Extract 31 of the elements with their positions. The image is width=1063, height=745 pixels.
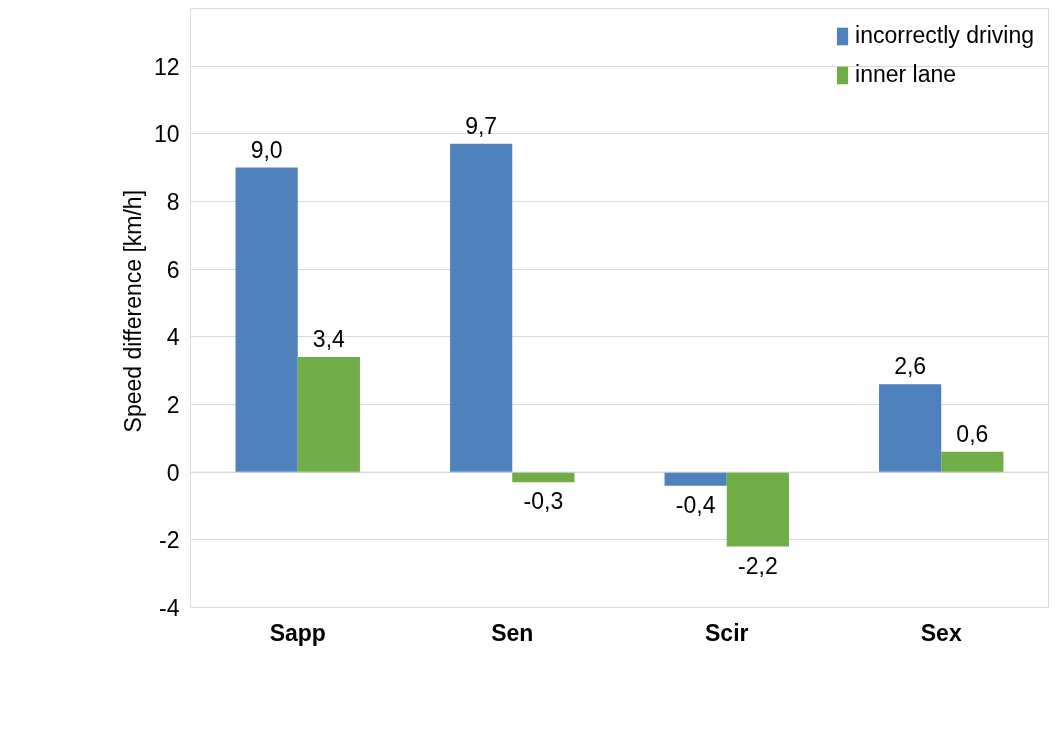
y-tick-label: 10 (153, 121, 180, 148)
bar (879, 384, 942, 473)
x-tick-label: Sapp (269, 619, 326, 646)
bar (297, 357, 360, 473)
y-tick-label: 6 (166, 256, 180, 283)
x-tick-label: Sex (920, 619, 962, 646)
y-axis-title: Speed difference [km/h] (119, 189, 146, 433)
y-tick-label: 4 (166, 324, 180, 351)
x-tick-label: Scir (705, 619, 749, 646)
bar (235, 167, 298, 473)
bar (664, 472, 727, 486)
y-tick-label: 8 (166, 188, 180, 215)
data-label: -0,3 (523, 488, 564, 515)
bar (941, 451, 1004, 473)
y-tick-label: 2 (166, 391, 180, 418)
x-tick-label: Sen (491, 619, 534, 646)
bar (450, 143, 513, 473)
legend-label: incorrectly driving (855, 22, 1034, 49)
data-label: 0,6 (956, 420, 989, 447)
bar (726, 472, 789, 547)
y-tick-label: 12 (153, 53, 180, 80)
data-label: 2,6 (894, 353, 927, 380)
y-tick-label: -2 (159, 527, 180, 554)
data-label: 9,0 (250, 136, 283, 163)
data-label: 3,4 (312, 326, 346, 353)
data-label: 9,7 (465, 112, 498, 139)
legend-label: inner lane (855, 61, 957, 88)
data-label: -2,2 (738, 552, 778, 579)
y-tick-label: -4 (159, 595, 180, 621)
y-tick-label: 0 (166, 459, 180, 486)
data-label: -0,4 (675, 491, 716, 518)
